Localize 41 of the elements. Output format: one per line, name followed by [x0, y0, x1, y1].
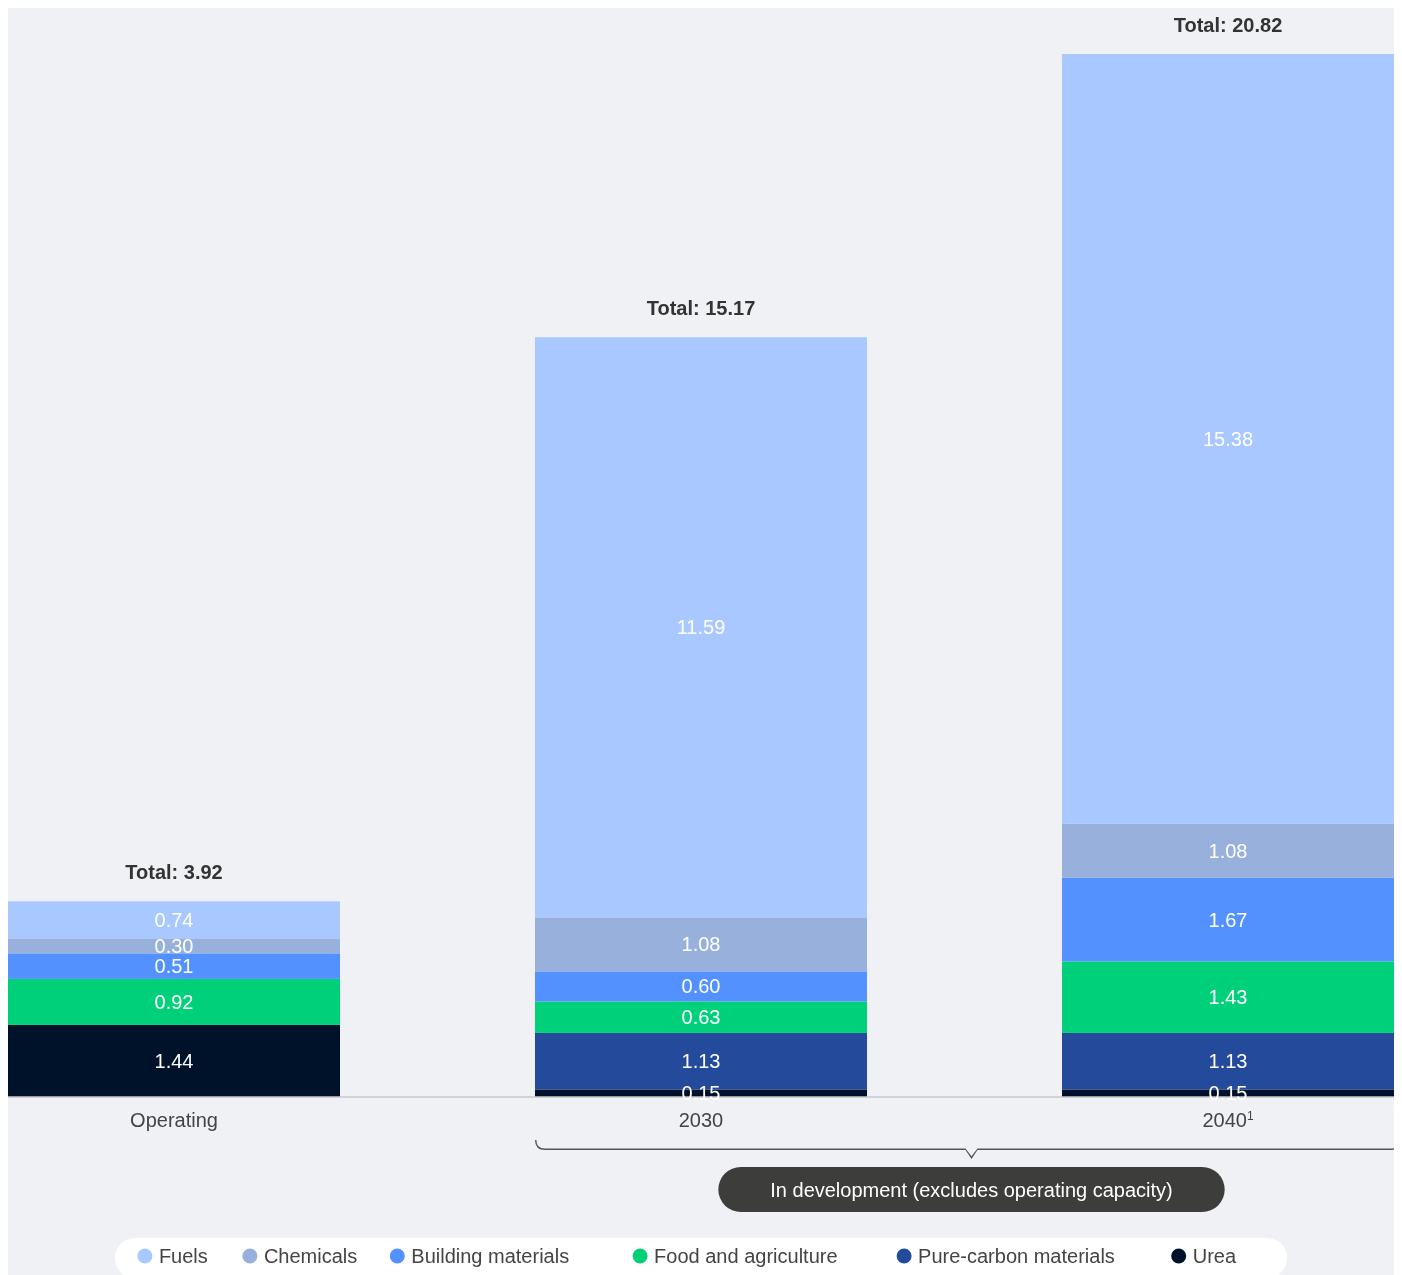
legend-label: Building materials: [411, 1245, 570, 1267]
bar: [1061, 877, 1394, 962]
bar: [1061, 961, 1394, 1033]
data-label: 0.51: [154, 955, 194, 978]
data-label: 1.13: [681, 1050, 721, 1073]
total-label: Total: 3.92: [125, 861, 223, 884]
data-label: 1.08: [681, 933, 721, 956]
data-label: 11.59: [676, 616, 726, 639]
data-label: 0.63: [681, 1006, 721, 1029]
bar: [8, 1024, 341, 1097]
bar: [8, 953, 341, 979]
text: In development (excludes operating capacity): [770, 1179, 1173, 1201]
data-label: 1.13: [1208, 1050, 1248, 1073]
data-label: 1.67: [1208, 908, 1248, 931]
bar: [535, 1001, 867, 1033]
bar: [535, 917, 867, 972]
legend-label: Pure-carbon materials: [918, 1245, 1115, 1267]
bar: [535, 971, 867, 1002]
data-label: 0.92: [154, 990, 194, 1013]
legend-label: Urea: [1192, 1245, 1237, 1267]
x-tick-label: 2040$^{1}$: [1202, 1109, 1254, 1131]
bar: [8, 978, 341, 1025]
data-label: 15.38: [1202, 427, 1254, 450]
data-label: 0.74: [154, 908, 194, 931]
data-label: 0.60: [681, 975, 721, 998]
data-label: 1.44: [154, 1049, 194, 1072]
bar: [1061, 823, 1394, 878]
data-label: 1.08: [1208, 839, 1248, 862]
bar: [8, 938, 341, 954]
total-label: Total: 20.82: [1173, 14, 1283, 36]
legend-label: Fuels: [158, 1245, 208, 1267]
x-tick-label: 2030: [678, 1109, 724, 1131]
data-label: 0.30: [154, 934, 194, 957]
legend-label: Food and agriculture: [654, 1245, 838, 1267]
bar: [1061, 54, 1394, 824]
bar: [8, 901, 341, 939]
total-label: Total: 15.17: [646, 297, 756, 320]
x-tick-label: Operating: [130, 1109, 218, 1131]
bar: [535, 337, 867, 918]
data-label: 1.43: [1208, 986, 1248, 1009]
legend-label: Chemicals: [263, 1245, 358, 1267]
